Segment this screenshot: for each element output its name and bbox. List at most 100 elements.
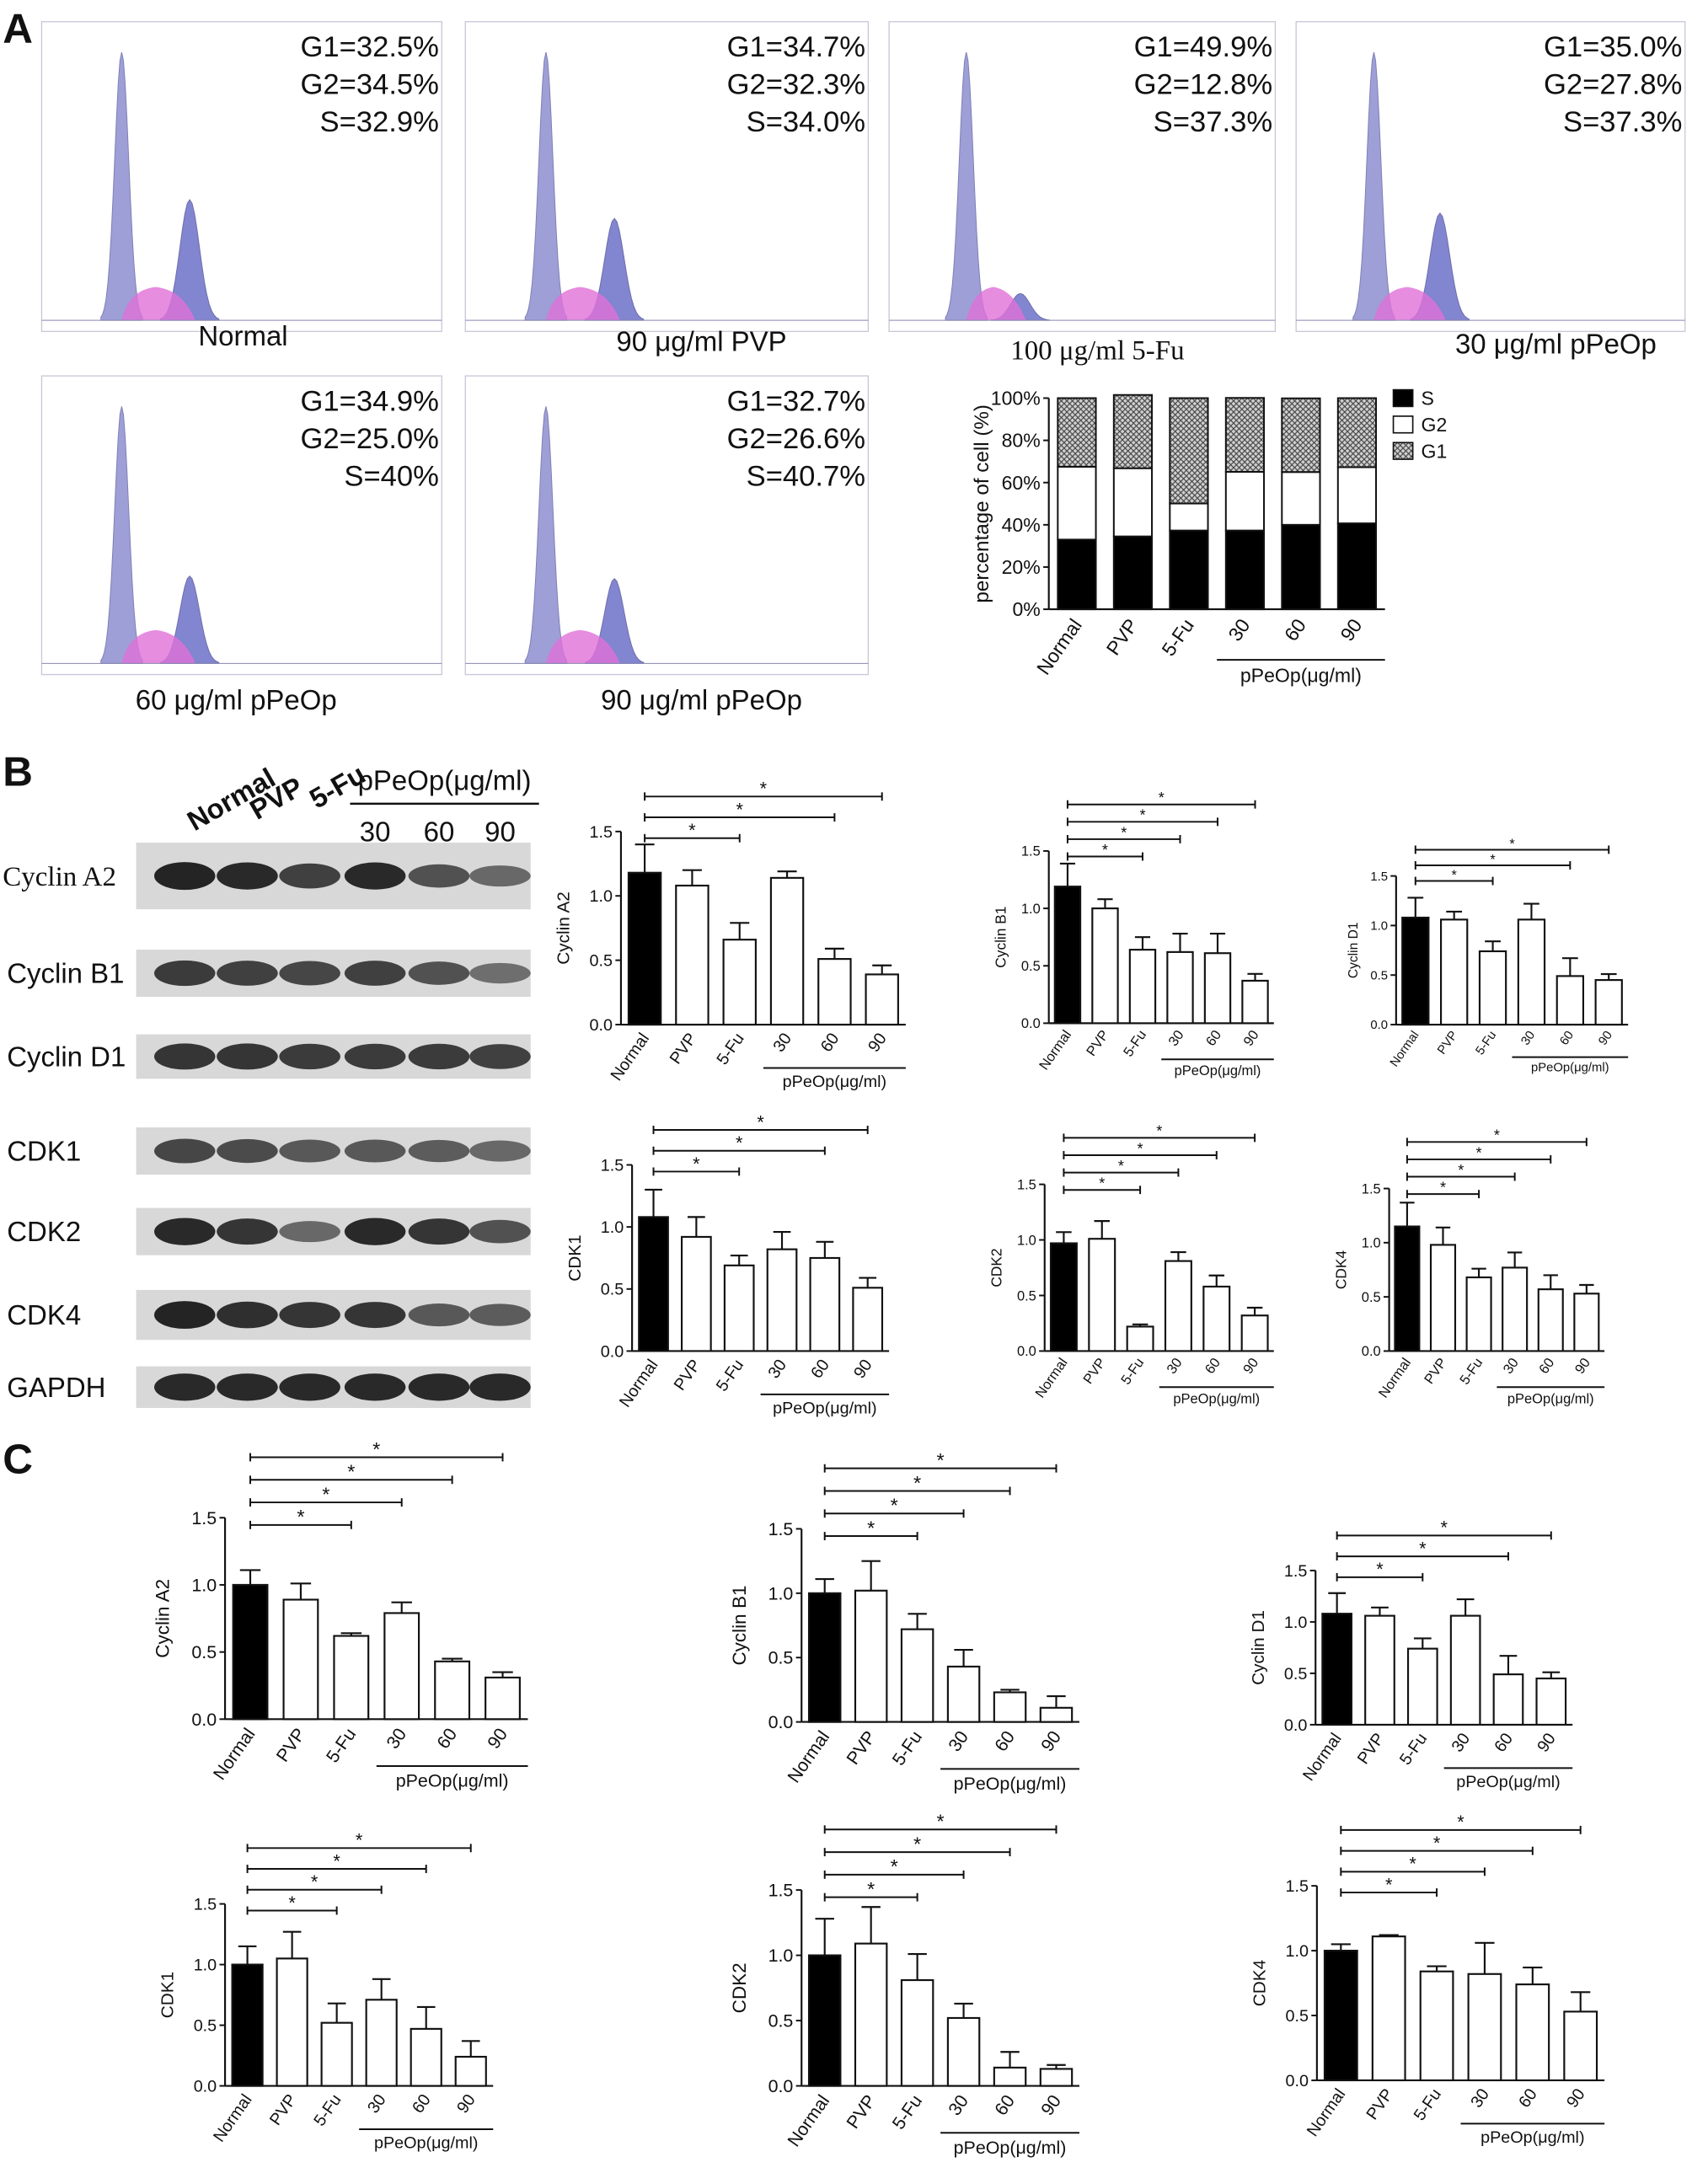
significance-label: * <box>867 1517 875 1539</box>
bar <box>383 1612 420 1721</box>
significance-label: * <box>1138 1140 1143 1157</box>
bar <box>817 958 852 1026</box>
bar <box>1126 1325 1154 1352</box>
bar <box>232 1583 269 1721</box>
dose-label: 60 <box>424 816 455 847</box>
significance-label: * <box>322 1483 329 1505</box>
blot-band <box>469 1219 531 1244</box>
x-tick-label: Normal <box>210 2091 256 2146</box>
y-tick-label: 1.0 <box>590 887 613 906</box>
y-tick-label: 1.5 <box>1362 1181 1381 1196</box>
blot-band <box>279 863 340 889</box>
x-tick-label: Normal <box>784 1727 833 1786</box>
phase-stat: G2=27.8% <box>1544 68 1683 100</box>
x-tick-label: PVP <box>1084 1028 1112 1059</box>
bar <box>807 1954 842 2087</box>
phase-stat: G1=34.7% <box>727 31 866 63</box>
bar <box>1371 1935 1406 2082</box>
significance-label: * <box>1118 1158 1124 1175</box>
g1-peak <box>945 51 988 321</box>
x-tick-label: PVP <box>1422 1356 1450 1387</box>
group-label: pPeOp(μg/ml) <box>1507 1391 1594 1406</box>
bar-segment <box>1169 502 1209 532</box>
x-tick-label: 60 <box>409 2091 435 2117</box>
significance-label: * <box>1476 1144 1482 1161</box>
y-tick-label: 0.5 <box>768 1648 794 1668</box>
blot-band <box>408 961 470 985</box>
bar <box>1364 1614 1395 1726</box>
significance-label: * <box>1376 1559 1384 1580</box>
blot-band <box>153 1138 216 1164</box>
bar <box>1517 918 1546 1026</box>
x-tick-label: PVP <box>671 1357 705 1394</box>
histogram-caption: 100 μg/ml 5-Fu <box>1010 335 1184 366</box>
group-label: pPeOp(μg/ml) <box>954 1774 1067 1794</box>
x-tick-label: 5-Fu <box>1411 2085 1445 2124</box>
significance-label: * <box>1440 1179 1446 1196</box>
y-tick-label: 0.5 <box>590 952 613 971</box>
legend-swatch <box>1392 388 1414 408</box>
x-tick-label: 5-Fu <box>1396 1730 1431 1769</box>
y-axis-label: Cyclin A2 <box>153 1579 174 1658</box>
blot-band <box>408 1218 470 1245</box>
significance-label: * <box>297 1506 304 1528</box>
y-tick-label: 40% <box>1002 514 1041 536</box>
bar <box>1240 1314 1269 1352</box>
bar <box>1573 1293 1600 1352</box>
bar <box>1394 1225 1421 1352</box>
x-tick-label: 30 <box>1519 1029 1539 1048</box>
dose-label: 30 <box>360 816 391 847</box>
x-tick-label: 5-Fu <box>713 1357 747 1395</box>
x-tick-label: Normal <box>1388 1029 1422 1069</box>
bar <box>1406 1647 1438 1726</box>
phase-stat: G2=26.6% <box>727 423 866 455</box>
histogram-caption: 30 μg/ml pPeOp <box>1455 329 1657 360</box>
bar <box>1164 1260 1192 1352</box>
x-tick-label: 90 <box>1563 2085 1589 2112</box>
x-tick-label: 5-Fu <box>322 1725 360 1767</box>
significance-label: * <box>867 1878 875 1900</box>
significance-label: * <box>1409 1854 1416 1875</box>
phase-stat: S=37.3% <box>1563 106 1682 138</box>
x-tick-label: 90 <box>484 1724 511 1752</box>
x-tick-label: Normal <box>209 1725 259 1784</box>
bar <box>946 1665 981 1723</box>
y-axis-label: CDK4 <box>1250 1960 1270 2006</box>
x-tick-label: 90 <box>865 1030 891 1056</box>
bar <box>434 1660 471 1721</box>
y-axis-label: Cyclin D1 <box>1347 923 1361 979</box>
bar <box>333 1635 370 1721</box>
y-tick-label: 1.5 <box>1284 1562 1307 1581</box>
bar <box>1401 916 1430 1026</box>
bar <box>1128 949 1157 1025</box>
bar <box>1465 1276 1492 1352</box>
bar <box>454 2055 487 2087</box>
significance-label: * <box>913 1472 921 1494</box>
x-tick-label: 90 <box>1240 1356 1261 1377</box>
histogram-caption: 90 μg/ml pPeOp <box>601 684 802 715</box>
group-label: pPeOp(μg/ml) <box>773 1400 876 1418</box>
phase-stat: G2=25.0% <box>300 423 439 455</box>
bar-segment <box>1281 397 1321 474</box>
histogram-caption: 90 μg/ml PVP <box>616 325 786 356</box>
group-label: pPeOp(μg/ml) <box>396 1771 509 1791</box>
bar <box>809 1256 841 1352</box>
y-axis-label: Cyclin B1 <box>993 907 1009 968</box>
bar <box>854 1942 888 2087</box>
bar <box>1449 1614 1481 1726</box>
blot-band <box>344 862 406 890</box>
significance-label: * <box>1385 1874 1393 1895</box>
significance-label: * <box>356 1830 363 1851</box>
bar <box>1467 1973 1502 2082</box>
blot-band <box>469 1140 531 1162</box>
blot-band <box>279 961 340 986</box>
bar <box>627 871 662 1026</box>
phase-stat: G1=49.9% <box>1134 31 1273 63</box>
bar <box>675 884 709 1026</box>
blot-band <box>344 1302 406 1329</box>
x-tick-label: PVP <box>843 2091 880 2133</box>
bar <box>1321 1613 1352 1726</box>
bar-segment <box>1224 529 1266 611</box>
